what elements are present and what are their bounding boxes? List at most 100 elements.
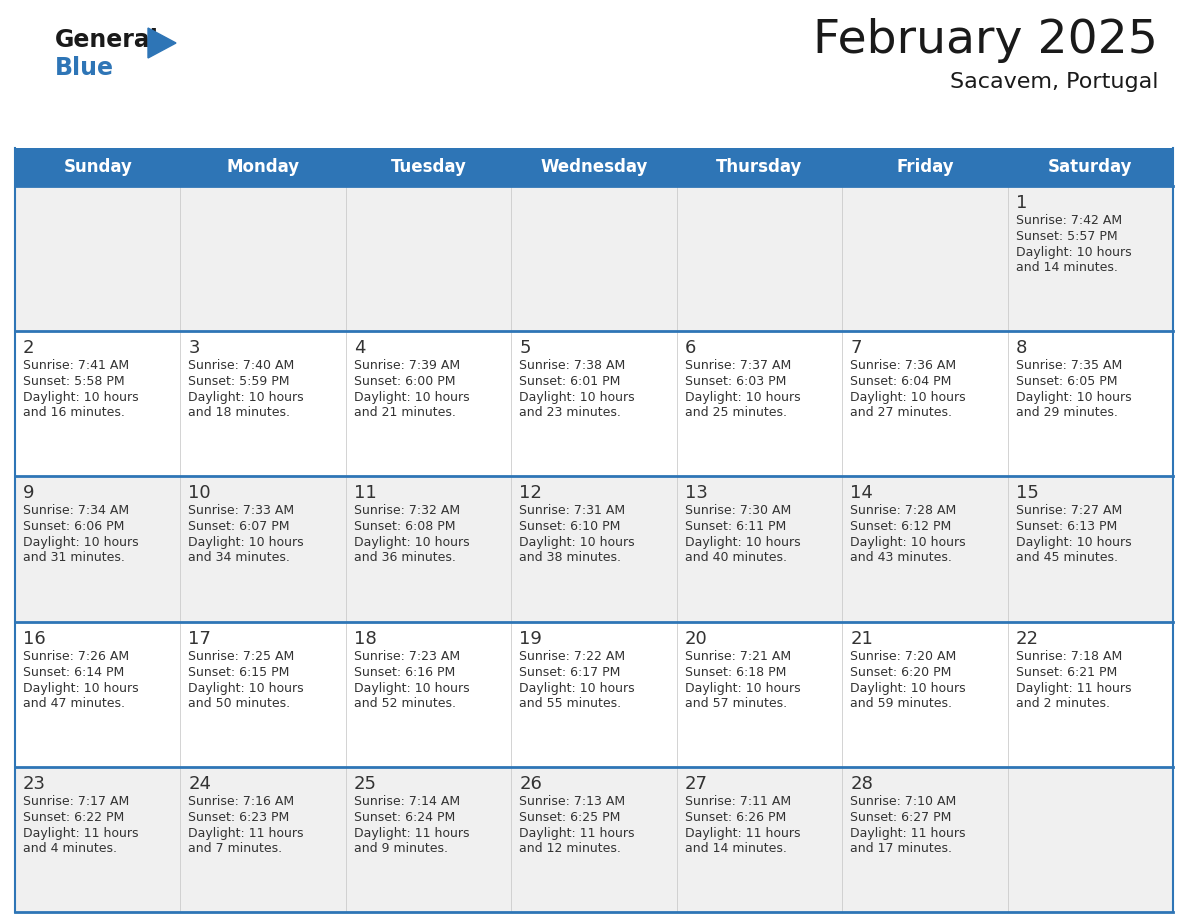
Text: Sunset: 6:23 PM: Sunset: 6:23 PM bbox=[189, 811, 290, 823]
Text: 11: 11 bbox=[354, 485, 377, 502]
Text: Sunset: 6:25 PM: Sunset: 6:25 PM bbox=[519, 811, 620, 823]
Text: 25: 25 bbox=[354, 775, 377, 793]
Text: 2: 2 bbox=[23, 339, 34, 357]
Text: Sunrise: 7:13 AM: Sunrise: 7:13 AM bbox=[519, 795, 625, 808]
Text: Friday: Friday bbox=[896, 158, 954, 176]
Text: Sunrise: 7:42 AM: Sunrise: 7:42 AM bbox=[1016, 214, 1121, 227]
Text: Daylight: 11 hours: Daylight: 11 hours bbox=[851, 827, 966, 840]
Text: Sunset: 6:00 PM: Sunset: 6:00 PM bbox=[354, 375, 455, 388]
Text: Sunrise: 7:20 AM: Sunrise: 7:20 AM bbox=[851, 650, 956, 663]
Text: Daylight: 10 hours: Daylight: 10 hours bbox=[851, 391, 966, 404]
Text: and 31 minutes.: and 31 minutes. bbox=[23, 552, 125, 565]
Text: Wednesday: Wednesday bbox=[541, 158, 647, 176]
Text: Daylight: 11 hours: Daylight: 11 hours bbox=[23, 827, 139, 840]
Text: 18: 18 bbox=[354, 630, 377, 647]
Text: Daylight: 10 hours: Daylight: 10 hours bbox=[189, 536, 304, 549]
Text: Sunrise: 7:35 AM: Sunrise: 7:35 AM bbox=[1016, 359, 1121, 372]
Text: 17: 17 bbox=[189, 630, 211, 647]
Text: Daylight: 10 hours: Daylight: 10 hours bbox=[519, 391, 634, 404]
Text: and 4 minutes.: and 4 minutes. bbox=[23, 842, 116, 855]
Text: and 50 minutes.: and 50 minutes. bbox=[189, 697, 291, 710]
Text: Sunset: 6:04 PM: Sunset: 6:04 PM bbox=[851, 375, 952, 388]
Bar bbox=[15, 621, 1173, 767]
Text: Sunday: Sunday bbox=[63, 158, 132, 176]
Text: and 21 minutes.: and 21 minutes. bbox=[354, 406, 456, 420]
Bar bbox=[15, 331, 1173, 476]
Text: Sunrise: 7:10 AM: Sunrise: 7:10 AM bbox=[851, 795, 956, 808]
Text: Daylight: 10 hours: Daylight: 10 hours bbox=[189, 391, 304, 404]
Text: and 25 minutes.: and 25 minutes. bbox=[684, 406, 786, 420]
Text: and 14 minutes.: and 14 minutes. bbox=[1016, 261, 1118, 274]
Text: 22: 22 bbox=[1016, 630, 1038, 647]
Text: and 43 minutes.: and 43 minutes. bbox=[851, 552, 952, 565]
Text: 28: 28 bbox=[851, 775, 873, 793]
Text: 24: 24 bbox=[189, 775, 211, 793]
Text: 20: 20 bbox=[684, 630, 708, 647]
Text: Daylight: 10 hours: Daylight: 10 hours bbox=[519, 681, 634, 695]
Text: 6: 6 bbox=[684, 339, 696, 357]
Text: and 38 minutes.: and 38 minutes. bbox=[519, 552, 621, 565]
Text: Sunset: 5:57 PM: Sunset: 5:57 PM bbox=[1016, 230, 1117, 243]
Text: Sunset: 6:24 PM: Sunset: 6:24 PM bbox=[354, 811, 455, 823]
Text: Daylight: 10 hours: Daylight: 10 hours bbox=[354, 536, 469, 549]
Text: 23: 23 bbox=[23, 775, 46, 793]
Text: Thursday: Thursday bbox=[716, 158, 803, 176]
Text: 27: 27 bbox=[684, 775, 708, 793]
Text: Sunset: 6:17 PM: Sunset: 6:17 PM bbox=[519, 666, 620, 678]
Text: Daylight: 10 hours: Daylight: 10 hours bbox=[684, 536, 801, 549]
Text: Sunset: 6:14 PM: Sunset: 6:14 PM bbox=[23, 666, 125, 678]
Text: Sunset: 6:20 PM: Sunset: 6:20 PM bbox=[851, 666, 952, 678]
Text: 26: 26 bbox=[519, 775, 542, 793]
Text: Daylight: 10 hours: Daylight: 10 hours bbox=[851, 536, 966, 549]
Text: Daylight: 10 hours: Daylight: 10 hours bbox=[189, 681, 304, 695]
Text: 21: 21 bbox=[851, 630, 873, 647]
Text: Sunrise: 7:16 AM: Sunrise: 7:16 AM bbox=[189, 795, 295, 808]
Text: 19: 19 bbox=[519, 630, 542, 647]
Text: Sunrise: 7:18 AM: Sunrise: 7:18 AM bbox=[1016, 650, 1121, 663]
Text: Sunset: 6:05 PM: Sunset: 6:05 PM bbox=[1016, 375, 1117, 388]
Bar bbox=[15, 476, 1173, 621]
Text: February 2025: February 2025 bbox=[813, 18, 1158, 63]
Text: 1: 1 bbox=[1016, 194, 1026, 212]
Text: and 14 minutes.: and 14 minutes. bbox=[684, 842, 786, 855]
Text: Sunset: 6:07 PM: Sunset: 6:07 PM bbox=[189, 521, 290, 533]
Text: General: General bbox=[55, 28, 159, 52]
Text: Sunrise: 7:34 AM: Sunrise: 7:34 AM bbox=[23, 504, 129, 518]
Text: Daylight: 10 hours: Daylight: 10 hours bbox=[354, 391, 469, 404]
Text: Blue: Blue bbox=[55, 56, 114, 80]
Text: Sunrise: 7:26 AM: Sunrise: 7:26 AM bbox=[23, 650, 129, 663]
Text: Sunrise: 7:37 AM: Sunrise: 7:37 AM bbox=[684, 359, 791, 372]
Text: 5: 5 bbox=[519, 339, 531, 357]
Text: Daylight: 10 hours: Daylight: 10 hours bbox=[684, 391, 801, 404]
Text: and 12 minutes.: and 12 minutes. bbox=[519, 842, 621, 855]
Text: and 34 minutes.: and 34 minutes. bbox=[189, 552, 290, 565]
Bar bbox=[15, 148, 1173, 186]
Text: Sunrise: 7:40 AM: Sunrise: 7:40 AM bbox=[189, 359, 295, 372]
Text: Sunrise: 7:36 AM: Sunrise: 7:36 AM bbox=[851, 359, 956, 372]
Text: and 29 minutes.: and 29 minutes. bbox=[1016, 406, 1118, 420]
Text: Sunrise: 7:39 AM: Sunrise: 7:39 AM bbox=[354, 359, 460, 372]
Text: Sunset: 6:06 PM: Sunset: 6:06 PM bbox=[23, 521, 125, 533]
Text: 7: 7 bbox=[851, 339, 861, 357]
Text: and 16 minutes.: and 16 minutes. bbox=[23, 406, 125, 420]
Text: 3: 3 bbox=[189, 339, 200, 357]
Text: Daylight: 10 hours: Daylight: 10 hours bbox=[1016, 536, 1131, 549]
Text: Sunset: 6:03 PM: Sunset: 6:03 PM bbox=[684, 375, 786, 388]
Text: Sunrise: 7:27 AM: Sunrise: 7:27 AM bbox=[1016, 504, 1121, 518]
Text: 9: 9 bbox=[23, 485, 34, 502]
Text: Monday: Monday bbox=[227, 158, 299, 176]
Text: 14: 14 bbox=[851, 485, 873, 502]
Bar bbox=[15, 767, 1173, 912]
Text: and 7 minutes.: and 7 minutes. bbox=[189, 842, 283, 855]
Text: and 9 minutes.: and 9 minutes. bbox=[354, 842, 448, 855]
Text: Tuesday: Tuesday bbox=[391, 158, 467, 176]
Text: Sunrise: 7:23 AM: Sunrise: 7:23 AM bbox=[354, 650, 460, 663]
Text: Daylight: 10 hours: Daylight: 10 hours bbox=[23, 391, 139, 404]
Text: and 40 minutes.: and 40 minutes. bbox=[684, 552, 786, 565]
Text: Sunrise: 7:30 AM: Sunrise: 7:30 AM bbox=[684, 504, 791, 518]
Text: Sunrise: 7:17 AM: Sunrise: 7:17 AM bbox=[23, 795, 129, 808]
Text: 8: 8 bbox=[1016, 339, 1026, 357]
Text: Daylight: 10 hours: Daylight: 10 hours bbox=[23, 681, 139, 695]
Text: and 36 minutes.: and 36 minutes. bbox=[354, 552, 456, 565]
Text: 4: 4 bbox=[354, 339, 366, 357]
